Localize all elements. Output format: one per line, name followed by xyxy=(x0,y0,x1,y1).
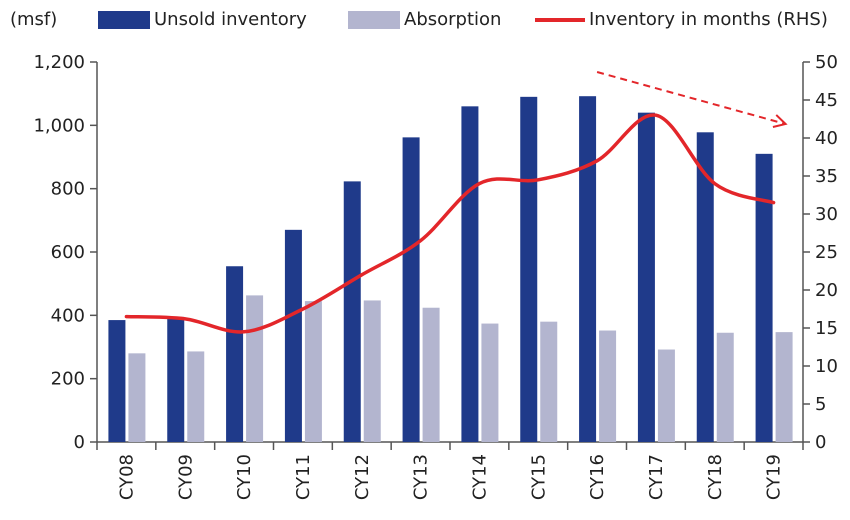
bar-unsold-inventory xyxy=(755,153,773,443)
bar-absorption xyxy=(599,330,617,442)
trend-annotation xyxy=(596,71,788,128)
right-axis-tick-label: 25 xyxy=(815,242,838,263)
left-axis-tick-label: 1,000 xyxy=(33,115,85,136)
bars xyxy=(108,96,793,443)
legend: (msf) Unsold inventory Absorption Invent… xyxy=(10,9,828,30)
x-axis-tick-label: CY13 xyxy=(411,454,432,500)
bar-unsold-inventory xyxy=(284,229,302,442)
left-axis-tick-label: 200 xyxy=(51,369,85,390)
right-axis-tick-label: 0 xyxy=(815,432,826,453)
x-axis-tick-label: CY16 xyxy=(587,454,608,500)
legend-swatch-absorption xyxy=(348,11,400,29)
right-axis-tick-label: 45 xyxy=(815,90,838,111)
left-axis-tick-label: 0 xyxy=(74,432,85,453)
bar-unsold-inventory xyxy=(461,106,479,442)
right-axis-tick-label: 50 xyxy=(815,52,838,73)
tick-labels: 0 200 400 600 800 1,000 1,200 0 5 10 15 20 25 30 35 40 4… xyxy=(33,52,837,500)
x-axis-tick-label: CY17 xyxy=(646,454,667,500)
left-axis-tick-label: 600 xyxy=(51,242,85,263)
left-axis-tick-label: 800 xyxy=(51,179,85,200)
x-axis-tick-label: CY12 xyxy=(352,454,373,500)
bar-absorption xyxy=(657,349,675,442)
bar-absorption xyxy=(363,300,381,442)
bar-unsold-inventory xyxy=(226,266,244,442)
x-axis-tick-label: CY15 xyxy=(528,454,549,500)
tick-marks xyxy=(90,61,810,450)
bar-absorption xyxy=(246,295,264,442)
left-axis-tick-label: 400 xyxy=(51,305,85,326)
x-axis-tick-label: CY11 xyxy=(293,454,314,500)
legend-label-unsold: Unsold inventory xyxy=(154,9,307,30)
right-axis-tick-label: 40 xyxy=(815,128,838,149)
bar-unsold-inventory xyxy=(520,96,538,442)
right-axis-tick-label: 35 xyxy=(815,166,838,187)
line-inventory-in-months xyxy=(124,113,776,334)
legend-label-absorption: Absorption xyxy=(404,9,501,30)
x-axis-tick-label: CY19 xyxy=(764,454,785,500)
trend-arrow-head xyxy=(772,114,788,128)
bar-unsold-inventory xyxy=(108,320,126,442)
bar-absorption xyxy=(187,351,205,442)
line-layer xyxy=(124,113,776,334)
trend-arrow-line xyxy=(596,71,786,125)
x-axis-tick-label: CY18 xyxy=(705,454,726,500)
right-axis-tick-label: 20 xyxy=(815,280,838,301)
bar-unsold-inventory xyxy=(343,181,361,442)
bar-unsold-inventory xyxy=(696,132,714,443)
legend-swatch-unsold xyxy=(98,11,150,29)
bar-absorption xyxy=(422,307,440,442)
bar-absorption xyxy=(775,332,793,442)
bar-absorption xyxy=(481,323,499,442)
x-axis-tick-label: CY14 xyxy=(469,454,490,500)
bar-unsold-inventory xyxy=(579,96,597,442)
x-axis-tick-label: CY09 xyxy=(175,454,196,500)
bar-absorption xyxy=(304,301,322,442)
bar-absorption xyxy=(540,321,558,442)
bar-unsold-inventory xyxy=(637,112,655,443)
right-axis-tick-label: 5 xyxy=(815,394,826,415)
unit-label: (msf) xyxy=(10,9,57,30)
right-axis-tick-label: 30 xyxy=(815,204,838,225)
left-axis-tick-label: 1,200 xyxy=(33,52,85,73)
bar-absorption xyxy=(716,332,734,442)
right-axis-tick-label: 10 xyxy=(815,356,838,377)
right-axis-tick-label: 15 xyxy=(815,318,838,339)
bar-unsold-inventory xyxy=(402,137,420,442)
x-axis-tick-label: CY08 xyxy=(116,454,137,500)
bar-unsold-inventory xyxy=(167,316,185,442)
x-axis-tick-label: CY10 xyxy=(234,454,255,500)
bar-absorption xyxy=(128,353,146,442)
legend-label-inventory-months: Inventory in months (RHS) xyxy=(589,9,828,30)
